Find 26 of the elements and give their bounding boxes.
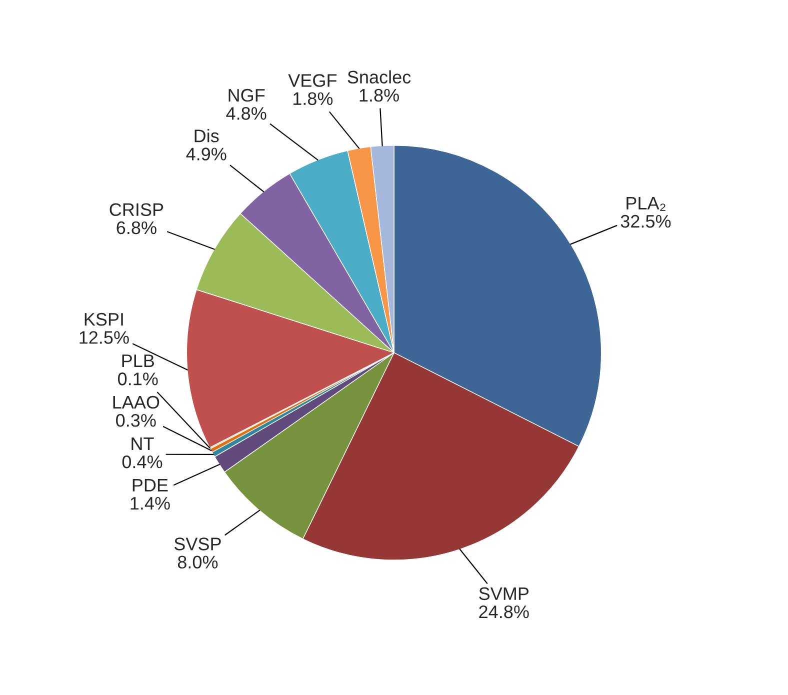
slice-label: PLB	[122, 354, 154, 368]
slice-label: LAAO	[113, 396, 160, 409]
slice-label: Snaclec	[348, 70, 411, 84]
data-label: 4.9%	[186, 148, 226, 160]
data-label: 0.4%	[122, 455, 162, 468]
data-label: 24.8%	[479, 605, 529, 618]
data-label: 6.8%	[116, 221, 156, 234]
slice-label: VEGF	[288, 74, 337, 87]
data-label: 32.5%	[620, 214, 671, 228]
data-label: 8.0%	[178, 556, 218, 569]
slice-label: PLA₂	[626, 196, 666, 211]
slice-label: NT	[132, 438, 154, 450]
slice-label: Dis	[194, 129, 219, 142]
data-label: 0.1%	[118, 372, 158, 386]
data-label: 0.3%	[116, 414, 156, 427]
data-label: 12.5%	[80, 331, 129, 344]
data-label: 4.8%	[226, 107, 266, 120]
slice-label: NGF	[228, 88, 265, 102]
slice-label: CRISP	[110, 203, 164, 216]
slice-label: PDE	[132, 478, 168, 492]
slice-label: SVMP	[479, 587, 529, 600]
slice-label: KSPI	[84, 312, 123, 326]
data-label: 1.4%	[130, 497, 170, 510]
data-label: 1.8%	[360, 88, 399, 102]
slice-label: SVSP	[174, 538, 221, 550]
data-label: 1.8%	[293, 92, 333, 106]
